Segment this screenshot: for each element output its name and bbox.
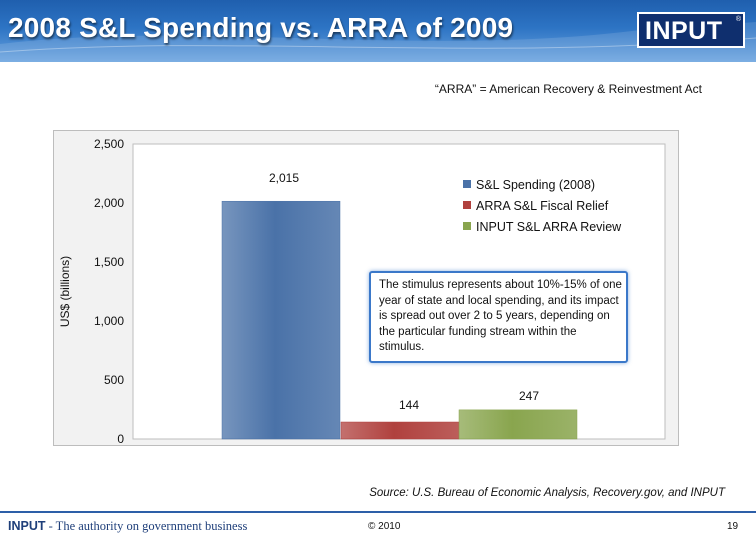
bar-2	[340, 421, 460, 440]
legend-swatch-arra-review	[463, 222, 471, 230]
y-tick-label: 1,000	[94, 314, 124, 328]
footer-brand-name: INPUT	[8, 519, 46, 533]
logo-text: INPUT	[645, 17, 723, 45]
bar-1	[221, 200, 341, 440]
header-swoosh-decoration	[0, 22, 756, 62]
footer-brand: INPUT - The authority on government busi…	[8, 519, 247, 534]
y-tick-label: 0	[117, 432, 124, 445]
y-tick-label: 500	[104, 373, 124, 387]
legend-swatch-sl-spending	[463, 180, 471, 188]
footer-divider	[0, 511, 756, 513]
y-tick-label: 2,500	[94, 137, 124, 151]
stimulus-callout: The stimulus represents about 10%-15% of…	[369, 271, 628, 363]
y-axis-label: US$ (billions)	[58, 256, 72, 327]
data-label-1: 2,015	[269, 171, 299, 185]
y-tick-label: 2,000	[94, 196, 124, 210]
source-note: Source: U.S. Bureau of Economic Analysis…	[369, 487, 725, 499]
legend-item-sl-spending: S&L Spending (2008)	[463, 178, 595, 192]
legend-swatch-fiscal-relief	[463, 201, 471, 209]
y-tick-label: 1,500	[94, 255, 124, 269]
data-label-2: 144	[399, 398, 419, 412]
copyright: © 2010	[368, 521, 401, 532]
callout-text: The stimulus represents about 10%-15% of…	[379, 279, 622, 353]
legend-label-arra-review: INPUT S&L ARRA Review	[476, 220, 622, 234]
footer-tagline: - The authority on government business	[45, 519, 248, 533]
chart-legend: S&L Spending (2008) ARRA S&L Fiscal Reli…	[453, 174, 629, 238]
arra-definition: “ARRA” = American Recovery & Reinvestmen…	[434, 82, 702, 96]
slide-title: 2008 S&L Spending vs. ARRA of 2009	[8, 12, 514, 43]
input-logo: INPUT ®	[637, 12, 745, 48]
legend-item-arra-review: INPUT S&L ARRA Review	[463, 220, 621, 234]
bar-3	[458, 409, 578, 440]
legend-item-fiscal-relief: ARRA S&L Fiscal Relief	[463, 199, 608, 213]
slide-header: 2008 S&L Spending vs. ARRA of 2009 INPUT…	[0, 0, 756, 62]
logo-trademark: ®	[735, 16, 741, 23]
page-number: 19	[727, 521, 739, 532]
legend-label-fiscal-relief: ARRA S&L Fiscal Relief	[476, 199, 609, 213]
data-label-3: 247	[519, 389, 539, 403]
legend-label-sl-spending: S&L Spending (2008)	[476, 178, 596, 192]
